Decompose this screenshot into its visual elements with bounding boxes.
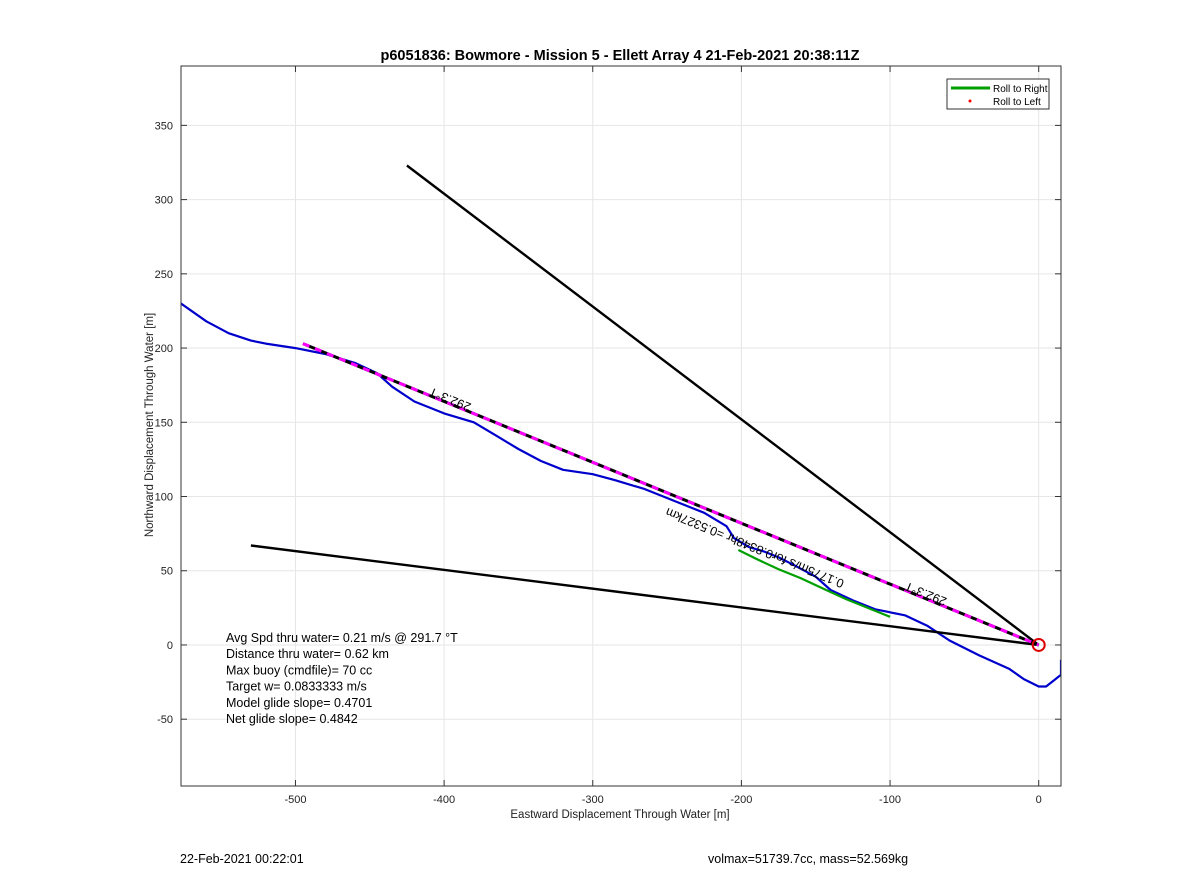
grid-lines [181,66,1061,786]
bearing-line [406,164,1040,646]
legend-box [946,78,1050,110]
legend-swatch-roll-left [968,99,972,103]
y-tick-label: 50 [161,566,173,578]
y-tick-label: 0 [167,640,173,652]
footer-timestamp: 22-Feb-2021 00:22:01 [180,852,304,866]
glider-track-line [181,302,1061,688]
y-tick-label: 300 [155,195,173,207]
bearing-line [250,544,1039,647]
x-tick-label: -400 [433,794,455,806]
y-tick-label: -50 [157,714,173,726]
stats-line: Model glide slope= 0.4701 [226,696,372,710]
legend-label-roll-right: Roll to Right [993,84,1048,95]
y-tick-label: 250 [155,269,173,281]
y-tick-label: 150 [155,417,173,429]
stats-text-block: Avg Spd thru water= 0.21 m/s @ 291.7 °T D… [226,631,458,726]
axes: -500 -400 -300 -200 -100 0-500501001502002503… [155,65,1062,806]
y-tick-label: 350 [155,120,173,132]
stats-line: Max buoy (cmdfile)= 70 cc [226,663,372,677]
y-tick-label: 200 [155,343,173,355]
x-tick-label: -300 [582,794,604,806]
x-tick-label: -100 [879,794,901,806]
x-tick-label: -200 [730,794,752,806]
legend: Roll to Right Roll to Left [946,78,1050,110]
heading-line-dashes [302,342,1040,647]
y-axis-label: Northward Displacement Through Water [m] [144,313,156,537]
stats-line: Net glide slope= 0.4842 [226,712,358,726]
stats-line: Target w= 0.0833333 m/s [226,680,367,694]
x-tick-label: 0 [1036,794,1042,806]
plot-frame [180,65,1062,787]
legend-label-roll-left: Roll to Left [993,97,1041,108]
chart-title: p6051836: Bowmore - Mission 5 - Ellett A… [381,48,860,64]
origin-marker [1031,637,1046,652]
x-axis-label: Eastward Displacement Through Water [m] [510,809,729,821]
footer-mass-info: volmax=51739.7cc, mass=52.569kg [708,852,909,866]
y-tick-label: 100 [155,492,173,504]
roll-right-segment [737,549,891,618]
stats-line: Distance thru water= 0.62 km [226,647,389,661]
stats-line: Avg Spd thru water= 0.21 m/s @ 291.7 °T [226,631,458,645]
x-tick-label: -500 [284,794,306,806]
